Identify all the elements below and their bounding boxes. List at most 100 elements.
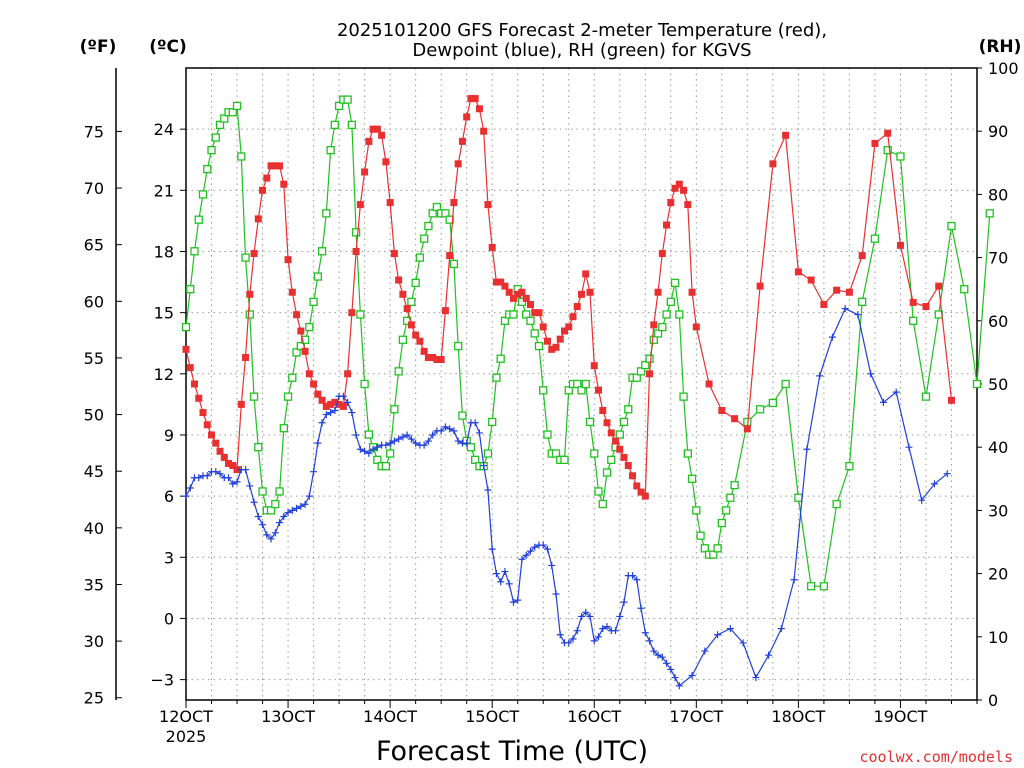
temperature-point (896, 241, 904, 249)
temperature-point (756, 282, 764, 290)
dewpoint-point (539, 541, 547, 549)
dewpoint-point (816, 372, 824, 380)
fahrenheit-tick-label: 75 (84, 122, 104, 141)
dewpoint-point (407, 435, 415, 443)
rh-point (590, 449, 599, 458)
temperature-point (590, 362, 598, 370)
dewpoint-point (395, 435, 403, 443)
dewpoint-point (650, 647, 658, 655)
temperature-point (646, 370, 654, 378)
rh-point (398, 335, 408, 344)
dewpoint-point (344, 398, 352, 406)
rh-point (203, 164, 212, 174)
rh-tick-label: 0 (988, 691, 998, 710)
dewpoint-point (233, 478, 241, 486)
temperature-point (263, 174, 271, 182)
temperature-point (629, 472, 637, 480)
temperature-point (327, 400, 335, 408)
x-axis-label: Forecast Time (UTC) (376, 736, 648, 767)
rh-point (539, 386, 548, 395)
dewpoint-point (595, 633, 603, 641)
dewpoint-point (905, 443, 913, 451)
rh-tick-label: 30 (988, 501, 1008, 520)
rh-point (896, 152, 905, 161)
temperature-point (480, 127, 488, 135)
temperature-point (688, 288, 696, 296)
dewpoint-point (475, 429, 483, 437)
rh-point (870, 234, 880, 243)
dewpoint-point (369, 445, 377, 453)
rh-point (909, 316, 918, 325)
temperature-point (573, 303, 581, 311)
x-tick-label: 19OCT (873, 707, 927, 726)
rh-point (394, 367, 403, 376)
temperature-point (743, 425, 751, 433)
rh-tick-label: 80 (988, 185, 1008, 204)
celsius-tick-label: 18 (154, 242, 174, 261)
rh-point (594, 487, 603, 496)
temperature-point (671, 184, 679, 192)
rh-point (466, 443, 476, 452)
temperature-point (250, 250, 258, 258)
rh-point (636, 367, 646, 376)
rh-point (577, 386, 586, 395)
dewpoint-point (212, 468, 220, 476)
dewpoint-point (509, 598, 517, 606)
temperature-point (582, 270, 590, 278)
temperature-point (297, 327, 305, 335)
rh-point (858, 297, 867, 306)
rh-point (645, 354, 654, 363)
dewpoint-point (488, 545, 496, 553)
temperature-point (684, 201, 692, 209)
dewpoint-point (633, 576, 641, 584)
rh-point (709, 550, 718, 559)
dewpoint-point (254, 513, 262, 521)
fahrenheit-tick-label: 30 (84, 632, 104, 651)
rh-point (781, 379, 790, 389)
temperature-point (807, 276, 815, 284)
dewpoint-point (603, 623, 611, 631)
temperature-point (386, 199, 394, 207)
rh-point (700, 544, 709, 553)
rh-point (432, 202, 442, 212)
temperature-point (599, 407, 607, 415)
dewpoint-point (918, 496, 926, 504)
rh-point (181, 322, 191, 332)
temperature-point (471, 95, 479, 103)
dewpoint-point (284, 508, 292, 516)
dewpoint-point (752, 674, 760, 682)
celsius-unit-label: (ºC) (149, 37, 187, 57)
rh-point (755, 405, 765, 414)
rh-point (653, 329, 663, 338)
celsius-tick-label: 9 (164, 426, 174, 445)
rh-point (215, 120, 225, 130)
dewpoint-point (246, 482, 254, 490)
temperature-point (595, 386, 603, 394)
temperature-point (450, 199, 458, 207)
temperature-point (361, 168, 369, 176)
temperature-point (246, 290, 254, 298)
dewpoint-point (828, 333, 836, 341)
dewpoint-point (327, 409, 335, 417)
rh-point (385, 449, 395, 458)
rh-point (441, 209, 450, 218)
dewpoint-point (412, 439, 420, 447)
rh-point (509, 310, 518, 319)
temperature-point (429, 353, 437, 361)
celsius-tick-label: 12 (154, 365, 174, 384)
rh-point (726, 493, 735, 502)
temperature-point (301, 347, 309, 355)
temperature-point (446, 252, 454, 260)
rh-point (194, 215, 203, 224)
temperature-point (288, 288, 296, 296)
dewpoint-point (586, 612, 594, 620)
dewpoint-point (930, 480, 938, 488)
dewpoint-point (263, 531, 271, 539)
temperature-point (488, 243, 496, 251)
temperature-point (195, 394, 203, 402)
temperature-point (356, 201, 364, 209)
dewpoint-point (437, 427, 445, 435)
temperature-point (624, 462, 632, 470)
